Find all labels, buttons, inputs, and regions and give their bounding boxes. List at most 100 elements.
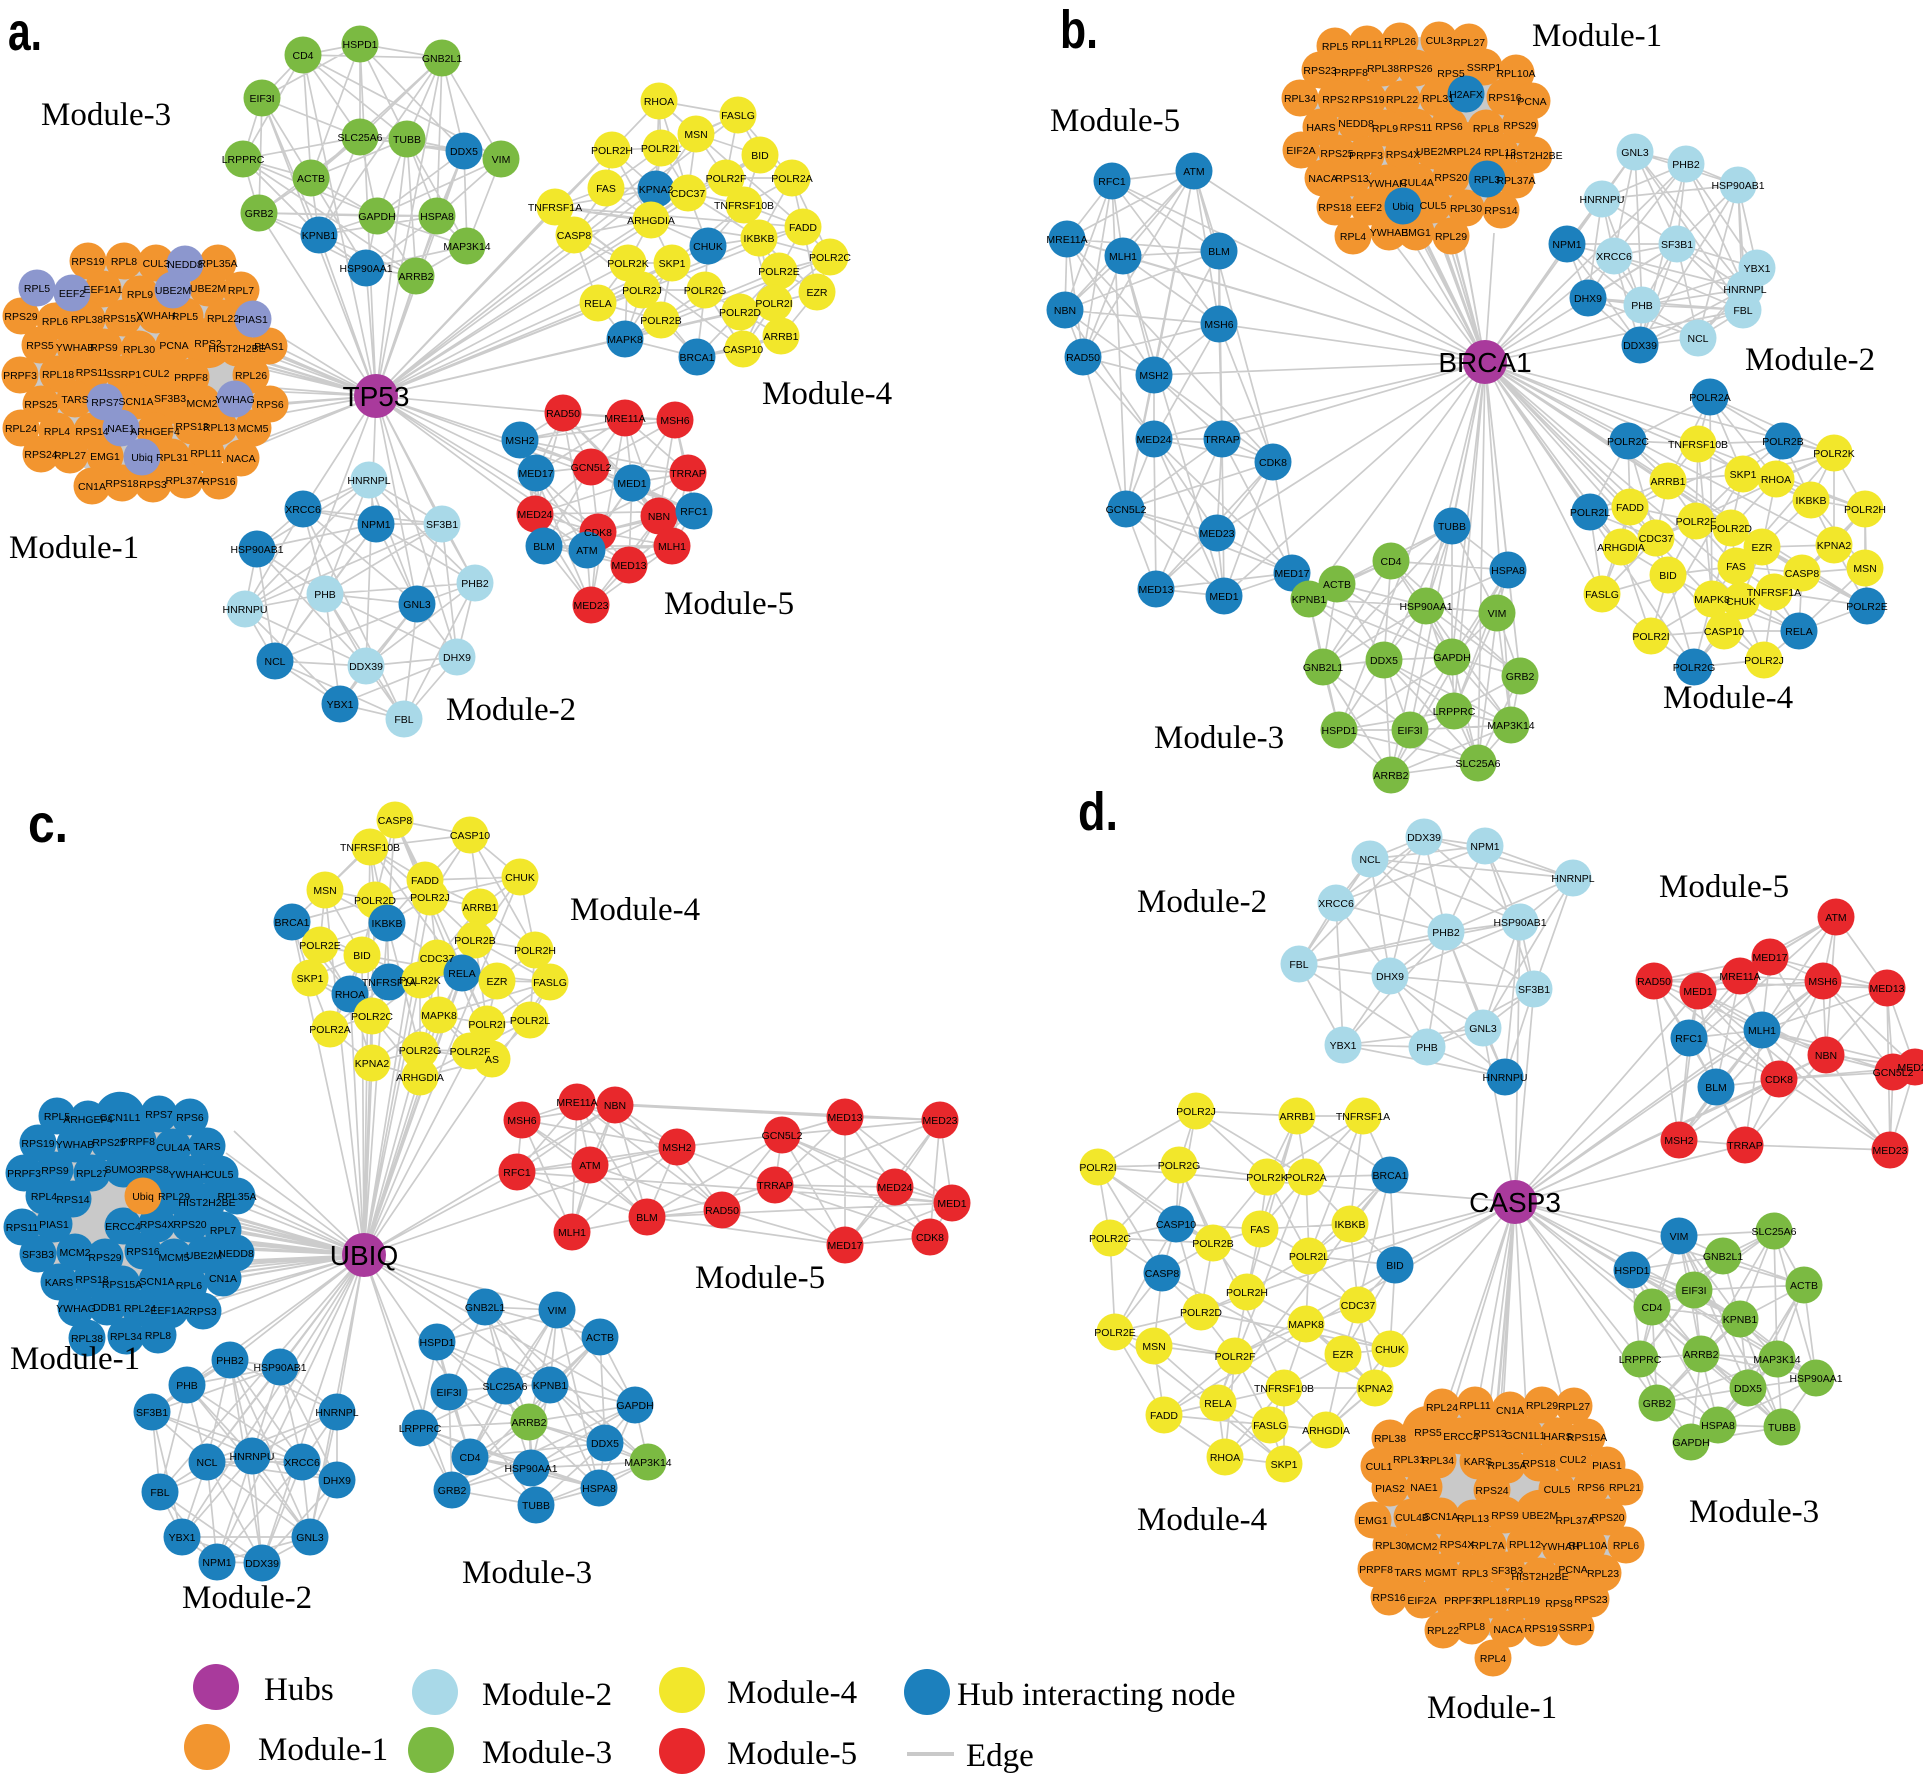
svg-text:POLR2K: POLR2K [1246, 1172, 1287, 1184]
svg-text:POLR2G: POLR2G [684, 285, 727, 297]
svg-text:YBX1: YBX1 [327, 699, 354, 711]
svg-text:POLR2A: POLR2A [1285, 1172, 1326, 1184]
svg-text:GRB2: GRB2 [1506, 671, 1535, 683]
svg-text:MLH1: MLH1 [558, 1227, 586, 1239]
svg-text:IKBKB: IKBKB [744, 233, 775, 245]
svg-text:RHOA: RHOA [335, 989, 365, 1001]
svg-text:NBN: NBN [1815, 1050, 1837, 1062]
svg-text:MRE11A: MRE11A [1719, 971, 1760, 983]
svg-text:CUL5: CUL5 [1544, 1484, 1571, 1496]
svg-text:MSN: MSN [1142, 1341, 1165, 1353]
svg-text:MED1: MED1 [1209, 591, 1238, 603]
svg-text:PRPF8: PRPF8 [174, 372, 208, 384]
svg-text:ACTB: ACTB [297, 173, 325, 185]
svg-text:IKBKB: IKBKB [1335, 1219, 1366, 1231]
svg-text:NPM1: NPM1 [202, 1557, 231, 1569]
svg-text:SLC25A6: SLC25A6 [1752, 1226, 1797, 1238]
svg-text:YWHAH: YWHAH [136, 310, 175, 322]
svg-text:HSPD1: HSPD1 [1321, 725, 1356, 737]
svg-text:HSPD1: HSPD1 [419, 1337, 454, 1349]
svg-text:RELA: RELA [1204, 1398, 1231, 1410]
svg-text:CHUK: CHUK [693, 241, 723, 253]
svg-text:NACA: NACA [1308, 173, 1337, 185]
svg-text:CD4: CD4 [1380, 556, 1401, 568]
svg-text:Module-2: Module-2 [182, 1580, 312, 1616]
svg-text:CD4: CD4 [459, 1452, 480, 1464]
svg-text:MED13: MED13 [611, 560, 646, 572]
svg-text:MAP3K14: MAP3K14 [1753, 1354, 1800, 1366]
svg-text:RPS29: RPS29 [88, 1252, 121, 1264]
svg-text:POLR2K: POLR2K [1813, 448, 1854, 460]
svg-text:NCL: NCL [1359, 854, 1380, 866]
svg-text:MED24: MED24 [517, 509, 552, 521]
svg-text:EIF3I: EIF3I [436, 1387, 461, 1399]
svg-text:RPL35A: RPL35A [1487, 1460, 1526, 1472]
svg-text:GNL3: GNL3 [296, 1532, 324, 1544]
svg-text:KPNA2: KPNA2 [1358, 1383, 1393, 1395]
svg-text:POLR2C: POLR2C [1607, 436, 1649, 448]
svg-text:DDX39: DDX39 [1407, 832, 1441, 844]
svg-text:ATM: ATM [579, 1160, 600, 1172]
svg-text:BRCA1: BRCA1 [679, 352, 714, 364]
svg-text:CDK8: CDK8 [1765, 1074, 1793, 1086]
svg-text:RPS24: RPS24 [24, 449, 57, 461]
svg-text:XRCC6: XRCC6 [1318, 898, 1354, 910]
svg-text:RPS29: RPS29 [4, 311, 37, 323]
svg-text:DDX39: DDX39 [245, 1558, 279, 1570]
svg-text:SLC25A6: SLC25A6 [483, 1381, 528, 1393]
svg-text:RPL37A: RPL37A [1496, 175, 1535, 187]
svg-text:KPNB1: KPNB1 [302, 230, 337, 242]
svg-text:FBL: FBL [394, 714, 413, 726]
svg-text:GAPDH: GAPDH [358, 211, 395, 223]
svg-text:NPM1: NPM1 [1552, 239, 1581, 251]
svg-text:NCL: NCL [196, 1457, 217, 1469]
svg-text:RPS15A: RPS15A [102, 1279, 142, 1291]
svg-text:RPL34: RPL34 [1284, 93, 1316, 105]
svg-text:RPS11: RPS11 [76, 367, 109, 379]
svg-text:PIAS2: PIAS2 [1375, 1483, 1405, 1495]
svg-text:MED23: MED23 [922, 1115, 957, 1127]
svg-text:ARRB1: ARRB1 [462, 902, 497, 914]
svg-text:EIF2A: EIF2A [1286, 145, 1315, 157]
svg-text:NAE1: NAE1 [107, 423, 135, 435]
svg-text:POLR2B: POLR2B [640, 315, 681, 327]
svg-text:NEDD8: NEDD8 [1338, 118, 1374, 130]
svg-text:TUBB: TUBB [1438, 521, 1466, 533]
svg-text:HSP90AA1: HSP90AA1 [1399, 601, 1452, 613]
svg-text:RPS19: RPS19 [1524, 1623, 1557, 1635]
svg-text:Module-3: Module-3 [462, 1555, 592, 1591]
svg-text:FAS: FAS [1726, 561, 1746, 573]
svg-text:YBX1: YBX1 [169, 1532, 196, 1544]
svg-text:POLR2K: POLR2K [399, 975, 440, 987]
svg-text:PHB2: PHB2 [216, 1355, 244, 1367]
svg-text:ATM: ATM [1183, 166, 1204, 178]
svg-text:Module-3: Module-3 [482, 1735, 612, 1771]
svg-text:H2AFX: H2AFX [1449, 89, 1483, 101]
svg-text:PRPF8: PRPF8 [1359, 1564, 1393, 1576]
svg-text:MLH1: MLH1 [658, 541, 686, 553]
svg-text:KPNB1: KPNB1 [1292, 594, 1327, 606]
svg-text:Module-2: Module-2 [482, 1677, 612, 1713]
svg-text:CDC37: CDC37 [671, 188, 706, 200]
svg-text:MCM2: MCM2 [60, 1247, 91, 1259]
svg-text:RPS9: RPS9 [90, 342, 118, 354]
svg-text:TARS: TARS [61, 394, 88, 406]
svg-text:POLR2E: POLR2E [1846, 601, 1887, 613]
svg-text:CUL2: CUL2 [143, 368, 170, 380]
svg-text:RPS18: RPS18 [1522, 1458, 1555, 1470]
svg-text:RPL8: RPL8 [111, 256, 137, 268]
svg-text:MRE11A: MRE11A [604, 413, 645, 425]
svg-text:POLR2D: POLR2D [719, 307, 761, 319]
svg-text:KPNB1: KPNB1 [533, 1380, 568, 1392]
svg-text:RPL22: RPL22 [1386, 94, 1418, 106]
svg-text:RPS16: RPS16 [1372, 1592, 1405, 1604]
svg-text:POLR2L: POLR2L [1289, 1251, 1329, 1263]
svg-text:YBX1: YBX1 [1330, 1040, 1357, 1052]
svg-text:RPL5: RPL5 [1322, 41, 1348, 53]
svg-text:PCNA: PCNA [1517, 96, 1546, 108]
svg-text:DHX9: DHX9 [323, 1475, 351, 1487]
svg-text:RPS16: RPS16 [202, 476, 235, 488]
svg-text:SKP1: SKP1 [297, 973, 324, 985]
svg-text:POLR2B: POLR2B [1762, 436, 1803, 448]
svg-text:RPL11: RPL11 [1351, 39, 1382, 51]
